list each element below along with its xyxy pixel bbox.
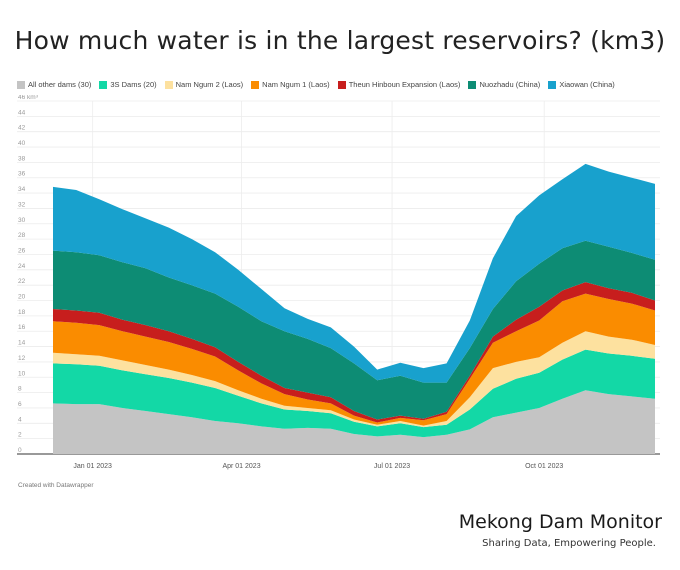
x-tick-label: Jul 01 2023	[374, 463, 410, 470]
legend-item: Nam Ngum 2 (Laos)	[164, 80, 244, 89]
y-tick-label: 8	[18, 386, 22, 393]
chart-title: How much water is in the largest reservo…	[14, 26, 666, 55]
area-all-other-dams-30	[53, 390, 655, 454]
y-tick-label: 44	[18, 109, 26, 116]
y-tick-label: 36	[18, 171, 26, 178]
legend-swatch	[251, 80, 260, 89]
y-tick-label: 10	[18, 370, 26, 377]
legend-label: Xiaowan (China)	[559, 80, 615, 89]
y-tick-label: 34	[18, 186, 26, 193]
y-tick-label: 38	[18, 155, 26, 162]
y-tick-label: 42	[18, 125, 26, 132]
y-tick-label: 12	[18, 355, 26, 362]
y-tick-label: 22	[18, 278, 26, 285]
y-tick-label: 18	[18, 309, 26, 316]
y-axis-ticks: 0246810121416182022242628303234363840424…	[18, 95, 39, 454]
legend-label: Theun Hinboun Expansion (Laos)	[348, 80, 461, 89]
y-tick-label: 32	[18, 201, 26, 208]
legend-swatch	[17, 80, 25, 89]
brand-name: Mekong Dam Monitor	[458, 511, 662, 533]
x-tick-label: Jan 01 2023	[73, 463, 112, 470]
legend-swatch	[337, 80, 346, 89]
legend-item: Nam Ngum 1 (Laos)	[251, 80, 330, 89]
y-tick-label: 30	[18, 217, 26, 224]
y-tick-label: 40	[18, 140, 26, 147]
legend-swatch	[164, 80, 173, 89]
x-tick-label: Apr 01 2023	[222, 463, 260, 470]
legend-label: Nuozhadu (China)	[479, 80, 541, 89]
area-nuozhadu-china	[53, 240, 655, 420]
area-3s-dams-20	[53, 349, 655, 438]
y-tick-label: 24	[18, 263, 26, 270]
y-tick-label: 46 km³	[18, 95, 39, 101]
brand-tagline: Sharing Data, Empowering People.	[482, 538, 656, 549]
area-nam-ngum-1-laos	[53, 293, 655, 426]
y-tick-label: 28	[18, 232, 26, 239]
legend-label: Nam Ngum 1 (Laos)	[262, 80, 330, 89]
area-nam-ngum-2-laos	[53, 331, 655, 428]
x-axis-ticks: Jan 01 2023 Apr 01 2023 Jul 01 2023 Oct 01 …	[73, 463, 563, 470]
y-tick-label: 16	[18, 324, 26, 331]
y-tick-label: 0	[18, 447, 22, 454]
area-layers	[53, 163, 655, 454]
y-tick-label: 2	[18, 432, 22, 439]
legend-label: Nam Ngum 2 (Laos)	[175, 80, 244, 89]
legend-item: 3S Dams (20)	[99, 80, 157, 89]
legend-label: 3S Dams (20)	[110, 80, 157, 89]
legend-item: Xiaowan (China)	[548, 80, 615, 89]
y-tick-label: 4	[18, 416, 22, 423]
legend-swatch	[468, 80, 477, 89]
y-tick-label: 20	[18, 294, 26, 301]
area-xiaowan-china	[53, 163, 655, 383]
legend-label: All other dams (30)	[28, 80, 92, 89]
y-tick-label: 6	[18, 401, 22, 408]
y-tick-label: 26	[18, 247, 26, 254]
legend-item: Nuozhadu (China)	[468, 80, 540, 89]
x-tick-label: Oct 01 2023	[525, 463, 563, 470]
credit-text: Created with Datawrapper	[18, 482, 94, 489]
chart-plot: 0246810121416182022242628303234363840424…	[17, 95, 660, 470]
legend: All other dams (30) 3S Dams (20) Nam Ngum …	[17, 80, 615, 89]
legend-swatch	[548, 80, 557, 89]
legend-swatch	[99, 80, 108, 89]
legend-item: Theun Hinboun Expansion (Laos)	[337, 80, 461, 89]
legend-item: All other dams (30)	[17, 80, 91, 89]
y-tick-label: 14	[18, 340, 26, 347]
